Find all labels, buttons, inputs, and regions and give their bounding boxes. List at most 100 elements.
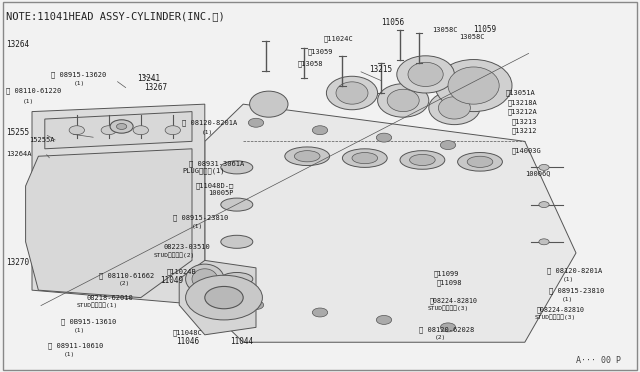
Circle shape xyxy=(69,126,84,135)
Text: (1): (1) xyxy=(563,276,575,282)
Ellipse shape xyxy=(387,89,419,112)
Polygon shape xyxy=(45,112,192,149)
Circle shape xyxy=(248,118,264,127)
Text: (1): (1) xyxy=(74,81,85,86)
Ellipse shape xyxy=(435,60,512,112)
Ellipse shape xyxy=(186,264,224,294)
Text: Ⓑ 08110-61662: Ⓑ 08110-61662 xyxy=(99,272,154,279)
Circle shape xyxy=(440,141,456,150)
Text: 13215: 13215 xyxy=(369,65,392,74)
Polygon shape xyxy=(32,104,205,305)
Text: (1): (1) xyxy=(202,129,213,135)
Circle shape xyxy=(539,164,549,170)
Text: 11044: 11044 xyxy=(230,337,253,346)
Text: Ⓑ 08120-62028: Ⓑ 08120-62028 xyxy=(419,326,474,333)
Text: (1): (1) xyxy=(22,99,34,104)
Text: ※13058: ※13058 xyxy=(298,61,323,67)
Ellipse shape xyxy=(336,82,368,104)
Text: Ⓑ 08120-8201A: Ⓑ 08120-8201A xyxy=(547,267,602,274)
Ellipse shape xyxy=(429,91,480,125)
Text: (1): (1) xyxy=(74,328,85,333)
Text: ※11024C: ※11024C xyxy=(323,36,353,42)
Text: 13241: 13241 xyxy=(138,74,161,83)
Circle shape xyxy=(312,308,328,317)
Circle shape xyxy=(116,124,127,129)
Ellipse shape xyxy=(221,272,253,286)
Ellipse shape xyxy=(448,67,499,104)
Circle shape xyxy=(205,286,243,309)
Polygon shape xyxy=(205,104,576,342)
Ellipse shape xyxy=(342,149,387,167)
Text: (1): (1) xyxy=(192,224,204,230)
Circle shape xyxy=(539,239,549,245)
Ellipse shape xyxy=(285,147,330,166)
Circle shape xyxy=(312,126,328,135)
Text: Ⓜ 08915-23810: Ⓜ 08915-23810 xyxy=(549,288,604,294)
Text: STUDスタッド(3): STUDスタッド(3) xyxy=(534,314,575,320)
Text: Ⓝ 08911-10610: Ⓝ 08911-10610 xyxy=(48,343,103,349)
Text: ※14003G: ※14003G xyxy=(512,147,541,154)
Circle shape xyxy=(376,315,392,324)
Circle shape xyxy=(133,126,148,135)
Ellipse shape xyxy=(294,151,320,162)
Text: ※11048C: ※11048C xyxy=(173,330,202,336)
Text: ※13212: ※13212 xyxy=(512,128,538,134)
Text: NOTE:11041HEAD ASSY-CYLINDER(INC.※): NOTE:11041HEAD ASSY-CYLINDER(INC.※) xyxy=(6,11,225,21)
Text: 08223-03510: 08223-03510 xyxy=(163,244,210,250)
Text: ※11048D-□: ※11048D-□ xyxy=(195,183,234,189)
Text: 10006Q: 10006Q xyxy=(525,170,550,176)
Text: ※11099: ※11099 xyxy=(434,270,460,277)
Ellipse shape xyxy=(352,153,378,164)
Text: 13270: 13270 xyxy=(6,258,29,267)
Ellipse shape xyxy=(397,56,454,93)
Text: STUDスタッド(3): STUDスタッド(3) xyxy=(428,305,468,311)
Circle shape xyxy=(248,301,264,310)
Text: (1): (1) xyxy=(562,296,573,302)
Polygon shape xyxy=(179,260,256,335)
Text: 15255A: 15255A xyxy=(29,137,54,142)
Ellipse shape xyxy=(221,161,253,174)
Ellipse shape xyxy=(221,198,253,211)
Text: (2): (2) xyxy=(435,335,447,340)
Text: ※11098: ※11098 xyxy=(436,279,462,286)
Text: Ⓑ 08915-13620: Ⓑ 08915-13620 xyxy=(51,71,106,78)
Text: 11046: 11046 xyxy=(176,337,199,346)
Circle shape xyxy=(186,275,262,320)
Text: (1): (1) xyxy=(64,352,76,357)
Text: ※08224-82810: ※08224-82810 xyxy=(536,306,584,313)
Text: PLUGプラグ(1): PLUGプラグ(1) xyxy=(182,168,225,174)
Text: 08218-62010: 08218-62010 xyxy=(86,295,133,301)
Ellipse shape xyxy=(408,62,444,86)
Text: ※13218A: ※13218A xyxy=(508,99,537,106)
Ellipse shape xyxy=(400,151,445,169)
Text: Ⓑ 08110-61220: Ⓑ 08110-61220 xyxy=(6,88,61,94)
Text: 11059: 11059 xyxy=(474,25,497,34)
Text: ※13213: ※13213 xyxy=(512,119,538,125)
Circle shape xyxy=(539,202,549,208)
Text: 10005P: 10005P xyxy=(208,190,234,196)
Text: 13058C: 13058C xyxy=(460,34,485,40)
Text: ※11024B: ※11024B xyxy=(166,268,196,275)
Ellipse shape xyxy=(467,156,493,167)
Ellipse shape xyxy=(192,269,218,289)
Text: A··· 00 P: A··· 00 P xyxy=(576,356,621,365)
Ellipse shape xyxy=(410,154,435,166)
Ellipse shape xyxy=(458,153,502,171)
Ellipse shape xyxy=(378,84,429,117)
Text: (2): (2) xyxy=(118,281,130,286)
Text: 11049: 11049 xyxy=(160,276,183,285)
Text: ※13059: ※13059 xyxy=(307,48,333,55)
Ellipse shape xyxy=(221,235,253,248)
Text: ※ 08931-3061A: ※ 08931-3061A xyxy=(189,160,244,167)
Ellipse shape xyxy=(438,97,470,119)
Circle shape xyxy=(165,126,180,135)
Text: 11056: 11056 xyxy=(381,18,404,27)
Ellipse shape xyxy=(326,76,378,110)
Text: 13264A: 13264A xyxy=(6,151,32,157)
Text: ※13212A: ※13212A xyxy=(508,108,537,115)
Circle shape xyxy=(440,323,456,332)
Text: Ⓜ 08915-23810: Ⓜ 08915-23810 xyxy=(173,214,228,221)
Text: STUDスタッド(2): STUDスタッド(2) xyxy=(154,252,195,258)
Text: 15255: 15255 xyxy=(6,128,29,137)
Text: 13264: 13264 xyxy=(6,40,29,49)
